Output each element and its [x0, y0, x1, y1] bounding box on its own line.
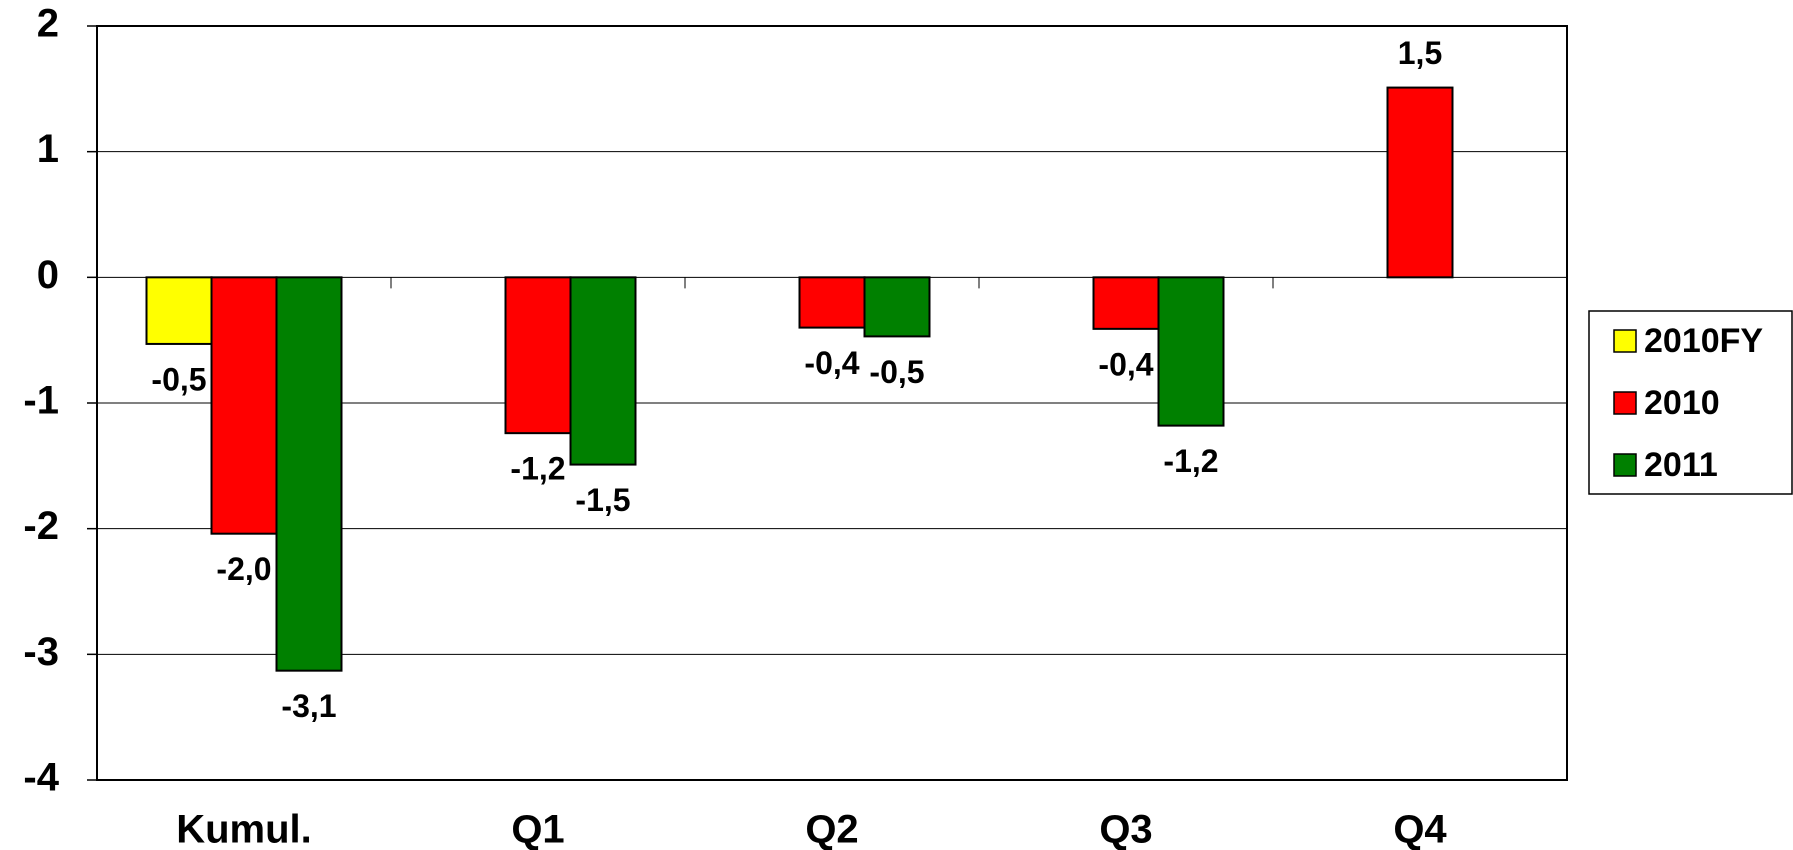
- value-label: -1,5: [575, 482, 630, 518]
- value-label: -0,4: [1098, 346, 1153, 382]
- bar: [1386, 86, 1454, 279]
- y-tick-label: -3: [23, 630, 59, 674]
- bar: [504, 276, 572, 435]
- bar: [210, 276, 278, 535]
- y-tick-label: -1: [23, 379, 59, 423]
- legend-swatch: [1613, 391, 1637, 415]
- bar: [798, 276, 866, 329]
- legend-label: 2011: [1644, 446, 1718, 484]
- value-label: -1,2: [1163, 443, 1218, 479]
- legend-swatch: [1613, 329, 1637, 353]
- y-tick-label: -4: [23, 756, 59, 800]
- bar: [863, 276, 931, 338]
- value-label: -0,5: [151, 361, 206, 397]
- x-tick-label: Kumul.: [176, 808, 312, 850]
- y-tick-label: 2: [37, 2, 59, 46]
- value-label: -0,5: [869, 354, 924, 390]
- bar: [1157, 276, 1225, 427]
- x-tick-label: Q1: [511, 808, 564, 850]
- bar: [1092, 276, 1160, 330]
- bar: [275, 276, 343, 672]
- plot-border: [96, 25, 1568, 781]
- value-label: -2,0: [216, 551, 271, 587]
- value-label: -1,2: [510, 451, 565, 487]
- value-label: -3,1: [281, 688, 336, 724]
- bar: [569, 276, 637, 466]
- value-label: 1,5: [1398, 35, 1442, 71]
- y-tick-label: 1: [37, 127, 59, 171]
- y-tick-label: 0: [37, 253, 59, 297]
- legend-label: 2010FY: [1644, 322, 1763, 360]
- legend-label: 2010: [1644, 384, 1720, 422]
- x-tick-label: Q3: [1099, 808, 1152, 850]
- bar: [145, 276, 213, 345]
- x-tick-label: Q2: [805, 808, 858, 850]
- value-label: -0,4: [804, 345, 859, 381]
- legend-swatch: [1613, 453, 1637, 477]
- y-tick-label: -2: [23, 504, 59, 548]
- x-tick-label: Q4: [1393, 808, 1447, 850]
